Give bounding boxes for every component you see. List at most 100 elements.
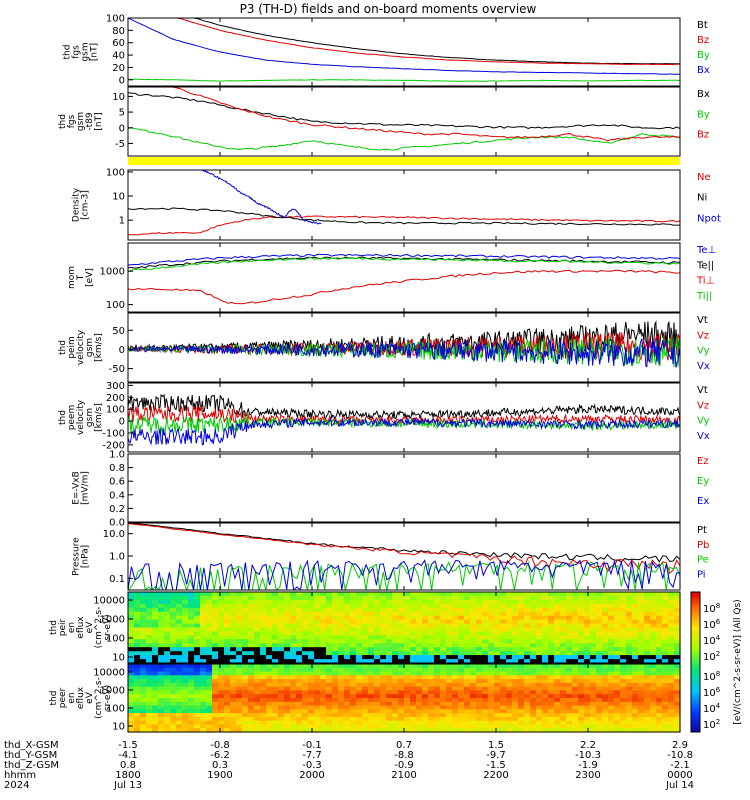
heat-cell: [518, 631, 525, 636]
heat-cell: [338, 599, 345, 605]
heat-cell: [554, 698, 561, 703]
heat-cell: [260, 631, 267, 636]
heat-cell: [614, 709, 621, 714]
heat-cell: [632, 682, 639, 688]
heat-cell: [242, 603, 249, 609]
heat-cell: [422, 667, 429, 673]
heat-cell: [164, 643, 171, 648]
heat-cell: [284, 675, 291, 680]
heat-cell: [446, 664, 453, 669]
heat-cell: [278, 728, 285, 733]
heat-cell: [446, 607, 453, 613]
heat-cell: [350, 705, 357, 710]
heat-cell: [572, 627, 579, 632]
heat-cell: [638, 675, 645, 680]
y-tick-label: 1.0: [109, 551, 125, 562]
heat-cell: [368, 720, 375, 726]
heat-cell: [170, 655, 177, 660]
heat-cell: [362, 679, 369, 684]
heat-cell: [476, 671, 483, 676]
heat-cell: [410, 592, 417, 597]
heat-cell: [602, 627, 609, 632]
heat-cell: [194, 655, 201, 660]
heat-cell: [188, 599, 195, 605]
heat-cell: [368, 716, 375, 722]
heat-cell: [590, 675, 597, 680]
heat-cell: [464, 716, 471, 722]
heat-cell: [446, 682, 453, 688]
colorbar-segment: [691, 641, 700, 644]
heat-cell: [386, 679, 393, 684]
heat-cell: [374, 694, 381, 699]
heat-cell: [380, 679, 387, 684]
heat-cell: [572, 619, 579, 625]
heat-cell: [506, 671, 513, 676]
heat-cell: [404, 615, 411, 621]
heat-cell: [578, 709, 585, 714]
heat-cell: [134, 686, 141, 692]
colorbar-segment: [691, 678, 700, 682]
legend-entry: Pt: [697, 525, 707, 536]
heat-cell: [296, 639, 303, 644]
heat-cell: [398, 720, 405, 726]
heat-cell: [386, 686, 393, 692]
heat-cell: [476, 595, 483, 601]
heat-cell: [272, 694, 279, 699]
colorbar-tick-label: 106: [703, 686, 721, 699]
heat-cell: [296, 679, 303, 684]
y-tick-label: -5: [115, 139, 125, 150]
heat-cell: [632, 694, 639, 699]
heat-cell: [158, 659, 165, 664]
heat-cell: [170, 627, 177, 632]
ylabel-line: sr-eV): [103, 614, 113, 640]
heat-cell: [470, 709, 477, 714]
heat-cell: [644, 599, 651, 605]
heat-cell: [596, 627, 603, 632]
heat-cell: [452, 619, 459, 625]
heat-cell: [248, 659, 255, 664]
heat-cell: [506, 694, 513, 699]
heat-cell: [512, 664, 519, 669]
heat-cell: [344, 643, 351, 648]
heat-cell: [434, 659, 441, 664]
heat-cell: [500, 595, 507, 601]
heat-cell: [128, 595, 135, 601]
heat-cell: [314, 698, 321, 703]
heat-cell: [392, 716, 399, 722]
heat-cell: [440, 635, 447, 640]
heat-cell: [368, 671, 375, 676]
heat-cell: [344, 694, 351, 699]
heat-cell: [362, 651, 369, 656]
heat-cell: [242, 595, 249, 601]
colorbar-segment: [691, 713, 700, 717]
heat-cell: [518, 623, 525, 629]
heat-cell: [176, 724, 183, 729]
heat-cell: [452, 690, 459, 695]
heat-cell: [458, 667, 465, 673]
heat-cell: [434, 713, 441, 718]
heat-cell: [668, 690, 675, 695]
heat-cell: [584, 682, 591, 688]
heat-cell: [656, 694, 663, 699]
heat-cell: [440, 655, 447, 660]
heat-cell: [212, 651, 219, 656]
heat-cell: [140, 679, 147, 684]
heat-cell: [398, 675, 405, 680]
heat-cell: [338, 651, 345, 656]
heat-cell: [506, 664, 513, 669]
heat-cell: [536, 701, 543, 707]
heat-cell: [260, 698, 267, 703]
heat-cell: [158, 611, 165, 617]
heat-cell: [290, 724, 297, 729]
heat-cell: [560, 615, 567, 621]
heat-cell: [404, 619, 411, 625]
heat-cell: [134, 659, 141, 664]
heat-cell: [128, 599, 135, 605]
heat-cell: [128, 728, 135, 733]
heat-cell: [638, 635, 645, 640]
heat-cell: [506, 728, 513, 733]
heat-cell: [350, 592, 357, 597]
heat-cell: [548, 682, 555, 688]
legend-entry: Vx: [697, 431, 710, 442]
heat-cell: [302, 705, 309, 710]
